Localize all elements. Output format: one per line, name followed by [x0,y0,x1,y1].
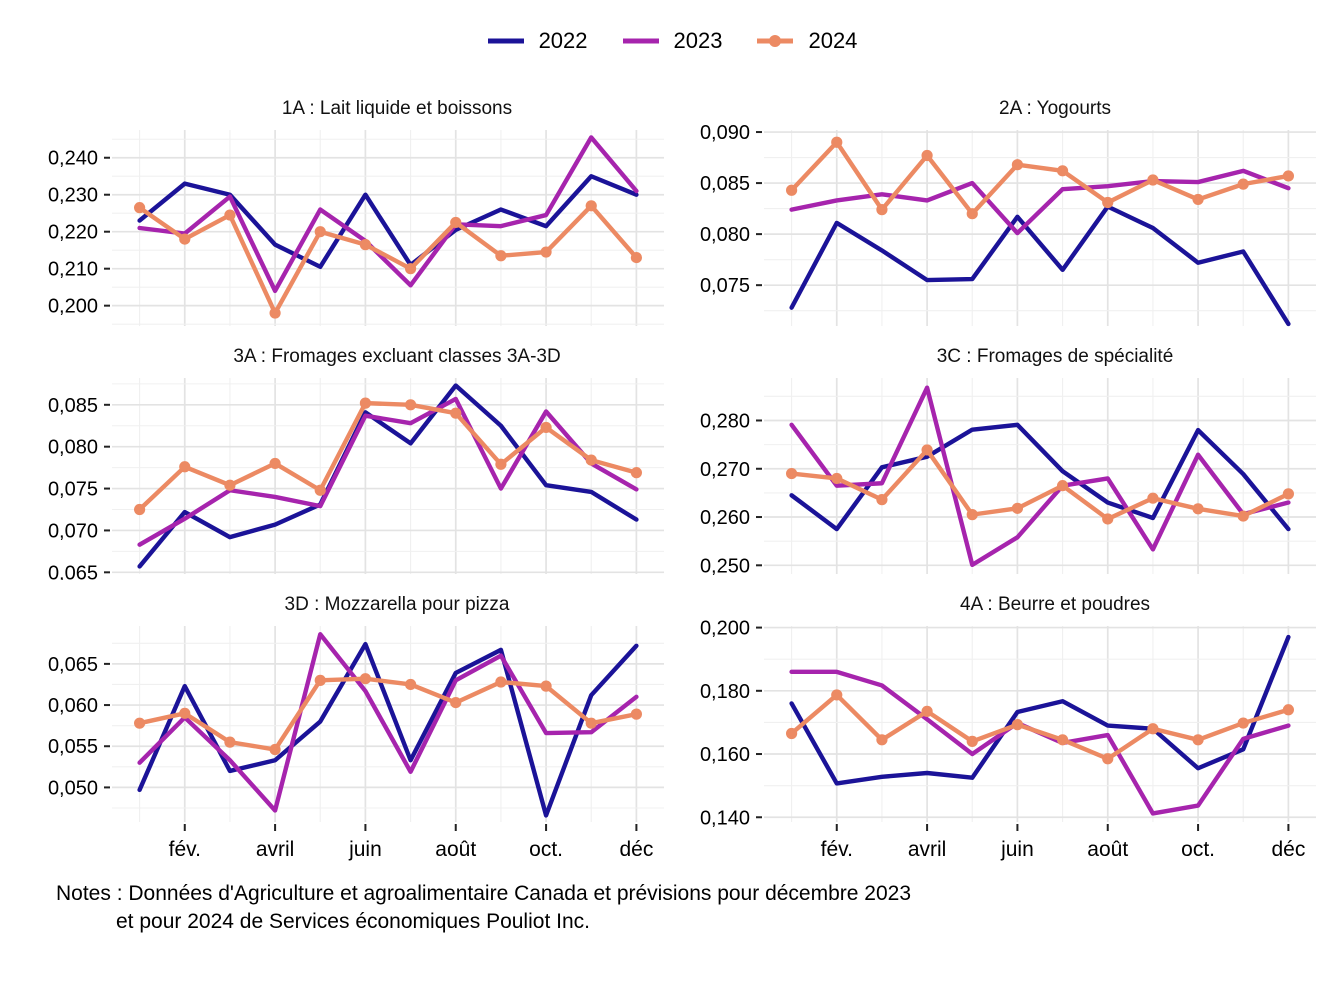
svg-text:0,160: 0,160 [700,744,750,766]
svg-text:oct.: oct. [1181,838,1215,861]
svg-text:0,050: 0,050 [48,777,98,799]
notes: Notes : Données d'Agriculture et agroali… [56,880,1344,936]
panel-title-3a: 3A : Fromages excluant classes 3A-3D [233,346,561,367]
svg-text:avril: avril [908,838,947,861]
panel-1a-lait-liquide: 1A : Lait liquide et boissons 0,200 0,210… [34,84,682,332]
svg-text:0,180: 0,180 [700,681,750,703]
svg-text:fév.: fév. [169,838,201,861]
svg-text:juin: juin [1000,838,1034,861]
legend-item-2024: 2024 [756,28,857,54]
chart-3d: 0,050 0,055 0,060 0,065 fév. avril juin août oct… [48,626,664,861]
legend-label-2024: 2024 [808,28,858,53]
svg-text:0,240: 0,240 [48,148,98,170]
panel-title-3d: 3D : Mozzarella pour pizza [284,594,510,615]
svg-text:0,260: 0,260 [700,507,750,529]
legend-swatch-2022-line-icon [487,38,524,44]
panel-title-2a: 2A : Yogourts [999,98,1111,119]
svg-text:0,200: 0,200 [48,296,98,318]
svg-text:0,220: 0,220 [48,222,98,244]
panel-title-1a: 1A : Lait liquide et boissons [281,98,513,119]
svg-text:0,075: 0,075 [700,275,750,297]
svg-text:0,270: 0,270 [700,459,750,481]
chart-3c: 0,250 0,260 0,270 0,280 [700,378,1316,577]
svg-text:0,085: 0,085 [48,395,98,417]
svg-text:0,060: 0,060 [48,695,98,717]
svg-text:déc: déc [619,838,653,861]
svg-text:oct.: oct. [529,838,563,861]
panel-title-3c: 3C : Fromages de spécialité [936,346,1174,367]
svg-text:0,065: 0,065 [48,654,98,676]
legend-label-2022: 2022 [538,28,588,53]
legend-item-2023: 2023 [622,28,723,54]
chart-1a: 0,200 0,210 0,220 0,230 0,240 [48,130,664,326]
legend-swatch-2024-line-dot-icon [757,35,794,47]
panel-3a-fromages: 3A : Fromages excluant classes 3A-3D 0,0… [34,332,682,580]
chart-2a: 0,075 0,080 0,085 0,090 [700,122,1316,327]
notes-line-1: Notes : Données d'Agriculture et agroali… [56,882,912,905]
panel-3c-fromages-specialite: 3C : Fromages de spécialité 0,250 0,260 0,… [686,332,1344,580]
svg-text:0,230: 0,230 [48,185,98,207]
svg-text:0,200: 0,200 [700,618,750,640]
notes-line-2: et pour 2024 de Services économiques Pou… [116,910,590,933]
svg-text:0,070: 0,070 [48,520,98,542]
svg-text:0,075: 0,075 [48,479,98,501]
legend-item-2022: 2022 [487,28,588,54]
svg-text:août: août [435,838,476,861]
svg-text:0,090: 0,090 [700,122,750,144]
svg-text:0,140: 0,140 [700,807,750,829]
svg-text:0,280: 0,280 [700,410,750,432]
svg-text:avril: avril [256,838,295,861]
legend-swatch-2023-line-icon [622,38,659,44]
chart-4a: 0,140 0,160 0,180 0,200 fév. avril juin août oct… [700,618,1316,861]
svg-text:0,085: 0,085 [700,173,750,195]
panel-3d-mozzarella: 3D : Mozzarella pour pizza 0,050 0,055 0,0… [34,580,682,868]
svg-text:0,065: 0,065 [48,562,98,580]
svg-text:0,250: 0,250 [700,555,750,577]
svg-text:0,055: 0,055 [48,736,98,758]
legend-label-2023: 2023 [673,28,723,53]
facet-grid: 1A : Lait liquide et boissons 0,200 0,210… [0,84,1344,868]
svg-text:0,080: 0,080 [48,437,98,459]
chart-3a: 0,065 0,070 0,075 0,080 0,085 [48,378,664,580]
svg-text:août: août [1087,838,1128,861]
svg-text:juin: juin [348,838,382,861]
svg-text:0,080: 0,080 [700,224,750,246]
svg-text:0,210: 0,210 [48,259,98,281]
chart-legend: 2022 2023 2024 [0,24,1344,58]
panel-title-4a: 4A : Beurre et poudres [959,594,1151,615]
panel-2a-yogourts: 2A : Yogourts 0,075 0,080 0,085 0,090 [686,84,1344,332]
svg-text:fév.: fév. [821,838,853,861]
panel-4a-beurre-poudres: 4A : Beurre et poudres 0,140 0,160 0,180 0,… [686,580,1344,868]
svg-text:déc: déc [1271,838,1305,861]
